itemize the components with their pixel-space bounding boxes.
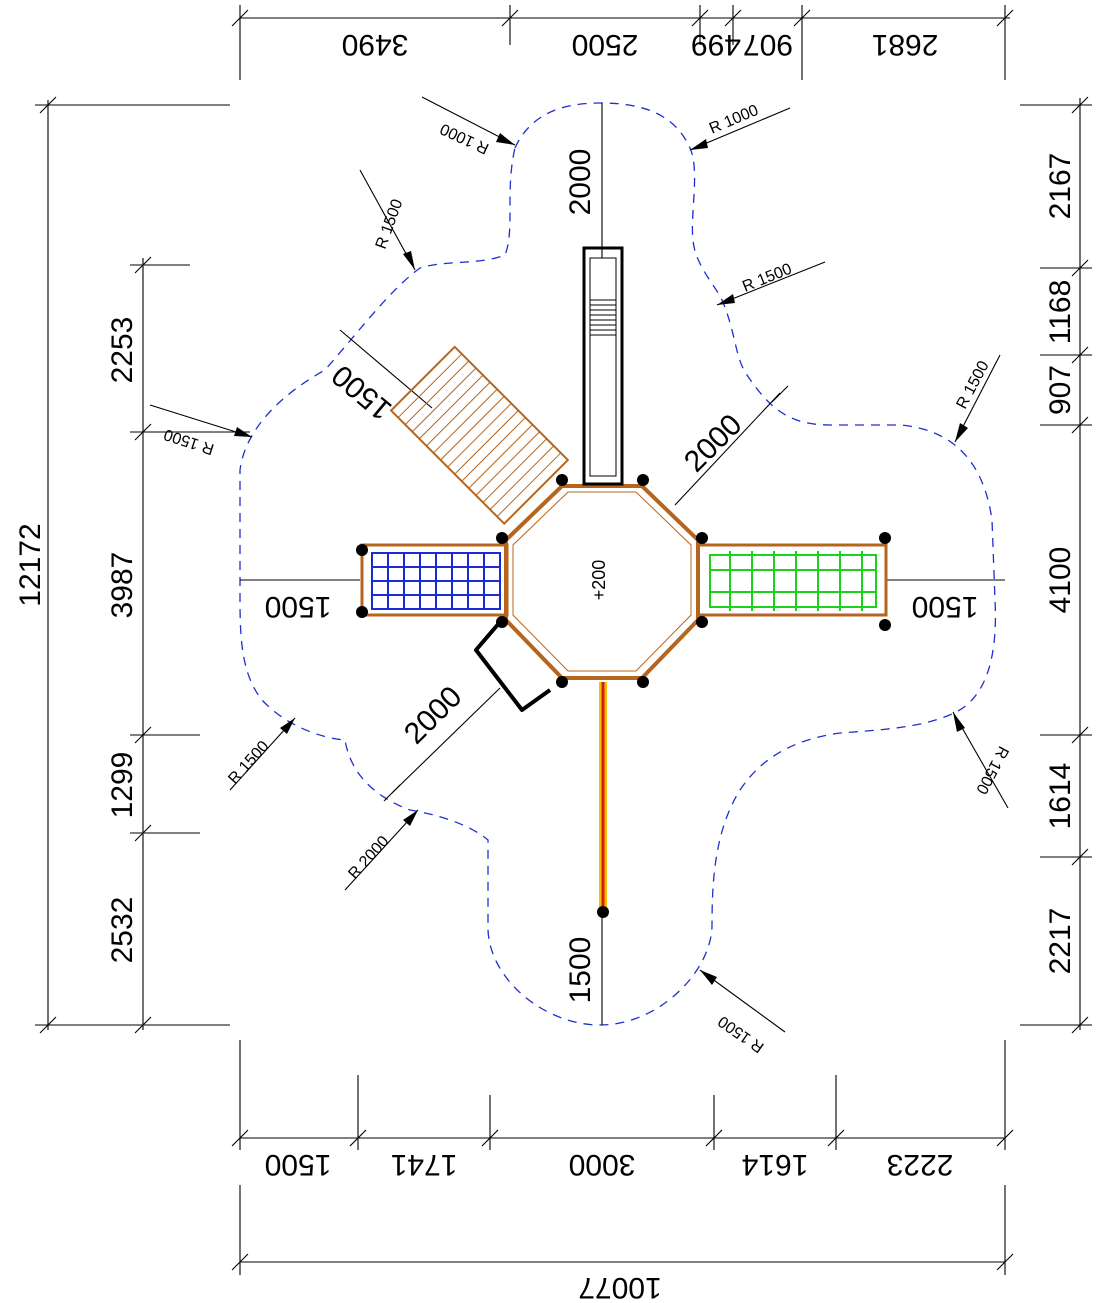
stairs-clearance-label: 1500 — [326, 358, 398, 426]
dim-bottom-total: 10077 — [578, 1271, 661, 1303]
radius-callouts: R 1000 R 1000 R 1500 R 1500 R 1500 R 150… — [149, 96, 1011, 1056]
dim-bottom-5: 2223 — [887, 1148, 954, 1181]
top-dimension-chain: 3490 2500 499 907 2681 — [231, 5, 1014, 80]
radius-label-2: R 1000 — [707, 102, 761, 138]
right-dimension-chain: 2167 1168 907 4100 1614 2217 — [1020, 96, 1092, 1034]
dim-right-2: 1168 — [1044, 280, 1077, 345]
dim-top-1: 3490 — [342, 28, 409, 61]
ladder-clearance-label: 1500 — [912, 590, 979, 623]
dim-top-4: 907 — [743, 28, 793, 61]
bottom-dimension-chain: 1500 1741 3000 1614 2223 10077 — [231, 1040, 1014, 1303]
radius-label-7: R 1500 — [225, 738, 272, 788]
lower-left-clearance-label: 2000 — [398, 680, 469, 751]
dim-top-5: 2681 — [872, 28, 939, 61]
dim-bottom-4: 1614 — [742, 1148, 809, 1181]
dim-right-6: 2217 — [1044, 908, 1077, 975]
upper-right-clearance-label: 2000 — [678, 408, 749, 479]
left-dimension-chain: 12172 2253 3987 1299 2532 — [14, 96, 250, 1034]
radius-label-5: R 1500 — [162, 425, 216, 457]
dim-right-5: 1614 — [1044, 763, 1077, 830]
radius-label-4: R 1500 — [740, 261, 794, 296]
handrail — [474, 620, 552, 712]
radius-label-3: R 1500 — [373, 197, 407, 251]
dim-right-4: 4100 — [1044, 547, 1077, 614]
radius-label-9: R 1500 — [972, 743, 1011, 797]
net-clearance-label: 1500 — [265, 590, 332, 623]
fire-pole — [599, 682, 607, 912]
dim-right-3: 907 — [1044, 365, 1077, 415]
dim-top-3: 499 — [691, 28, 741, 61]
dim-left-3: 1299 — [106, 752, 139, 819]
dim-left-2: 3987 — [106, 552, 139, 619]
dim-left-total: 12172 — [14, 523, 47, 606]
dim-left-4: 2532 — [106, 897, 139, 964]
safety-zone-outline — [239, 102, 997, 1026]
stairs — [389, 345, 570, 526]
dim-right-1: 2167 — [1044, 153, 1077, 220]
playground-structure — [356, 246, 891, 918]
platform-height-label: +200 — [589, 560, 609, 601]
climbing-net — [360, 543, 509, 617]
dim-top-2: 2500 — [572, 28, 639, 61]
radius-label-8: R 2000 — [345, 833, 392, 883]
slide-clearance-label: 2000 — [564, 149, 597, 216]
slide — [582, 246, 624, 486]
pole-clearance-label: 1500 — [564, 937, 597, 1004]
dim-bottom-1: 1500 — [265, 1148, 332, 1181]
dim-left-1: 2253 — [106, 317, 139, 384]
dim-bottom-2: 1741 — [391, 1148, 458, 1181]
radius-label-1: R 1000 — [438, 120, 492, 157]
inner-clearance-lines — [240, 103, 1005, 1025]
climbing-ladder — [696, 543, 888, 617]
radius-label-10: R 1500 — [715, 1012, 767, 1056]
posts — [356, 474, 891, 918]
dim-bottom-3: 3000 — [569, 1148, 636, 1181]
radius-label-6: R 1500 — [954, 358, 993, 412]
